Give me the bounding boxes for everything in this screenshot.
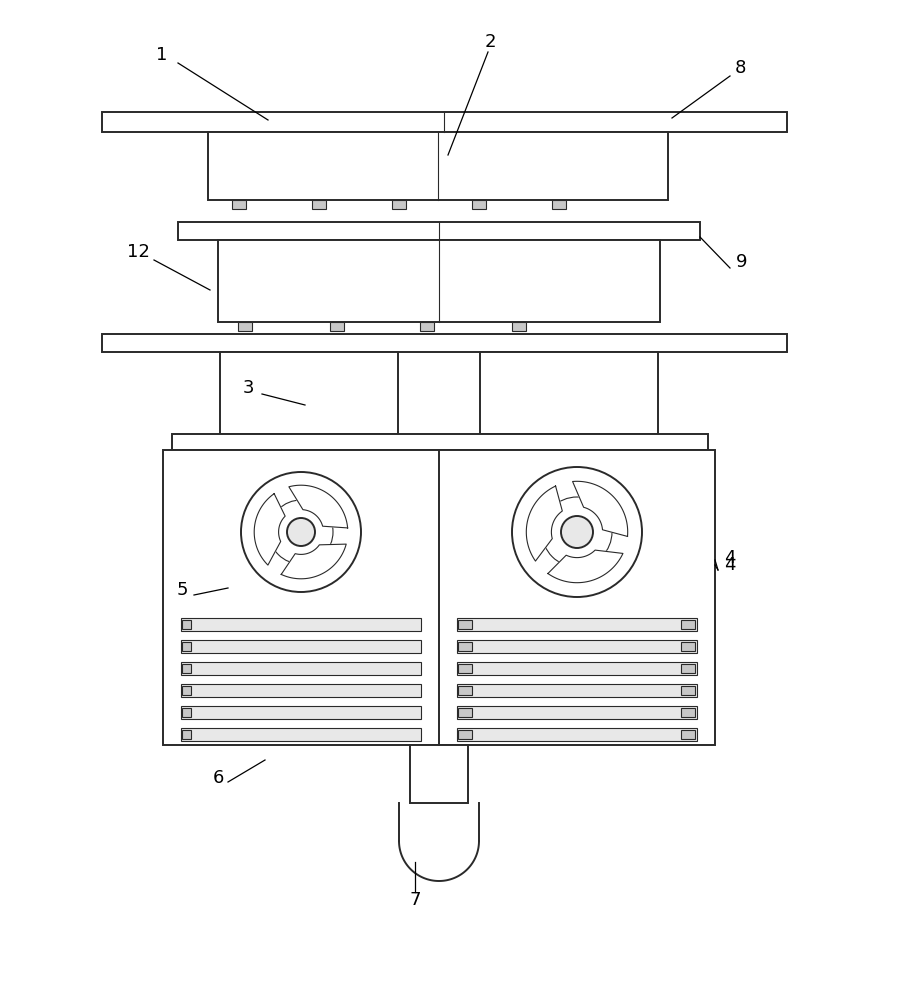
Bar — [681, 620, 695, 629]
Bar — [458, 620, 472, 629]
Polygon shape — [526, 486, 562, 561]
Bar — [681, 664, 695, 673]
Bar — [458, 642, 472, 651]
Bar — [457, 684, 697, 697]
Bar — [232, 200, 246, 209]
Bar — [181, 640, 421, 653]
Bar — [181, 684, 421, 697]
Bar — [392, 200, 406, 209]
Bar — [458, 664, 472, 673]
Text: 2: 2 — [484, 33, 496, 51]
Text: 4: 4 — [724, 556, 736, 574]
Polygon shape — [289, 485, 348, 528]
Bar — [220, 352, 398, 434]
Bar — [172, 434, 708, 450]
Polygon shape — [254, 494, 285, 565]
Circle shape — [287, 518, 315, 546]
Bar — [458, 708, 472, 717]
Bar — [208, 132, 668, 200]
Bar — [457, 618, 697, 631]
Bar — [182, 620, 191, 629]
Bar — [312, 200, 326, 209]
Bar — [458, 686, 472, 695]
Bar — [472, 200, 486, 209]
Polygon shape — [572, 481, 628, 536]
Bar — [457, 640, 697, 653]
Bar — [681, 730, 695, 739]
Bar — [681, 708, 695, 717]
Bar — [552, 200, 566, 209]
Bar — [102, 334, 787, 352]
Bar — [420, 322, 434, 331]
Polygon shape — [281, 544, 346, 579]
Circle shape — [561, 516, 593, 548]
Text: 1: 1 — [156, 46, 168, 64]
Text: 7: 7 — [409, 891, 421, 909]
Bar — [182, 642, 191, 651]
Bar — [178, 222, 700, 240]
Bar — [330, 322, 344, 331]
Bar — [182, 708, 191, 717]
Bar — [181, 706, 421, 719]
Bar — [181, 662, 421, 675]
Text: 5: 5 — [176, 581, 188, 599]
Bar — [182, 730, 191, 739]
Bar — [182, 686, 191, 695]
Bar — [458, 730, 472, 739]
Text: 4: 4 — [724, 549, 736, 567]
Bar — [181, 618, 421, 631]
Text: 3: 3 — [242, 379, 254, 397]
Text: 6: 6 — [213, 769, 224, 787]
Bar — [457, 706, 697, 719]
Bar — [681, 642, 695, 651]
Bar — [181, 728, 421, 741]
Text: 12: 12 — [127, 243, 150, 261]
Bar — [681, 686, 695, 695]
Bar — [238, 322, 252, 331]
Bar — [457, 662, 697, 675]
Bar — [182, 664, 191, 673]
Polygon shape — [548, 550, 623, 583]
Bar — [457, 728, 697, 741]
Bar — [480, 352, 658, 434]
Bar — [410, 745, 468, 803]
Bar — [163, 450, 715, 745]
Text: 8: 8 — [734, 59, 746, 77]
Bar — [512, 322, 526, 331]
Text: 9: 9 — [736, 253, 748, 271]
Bar — [102, 112, 787, 132]
Bar — [218, 240, 660, 322]
